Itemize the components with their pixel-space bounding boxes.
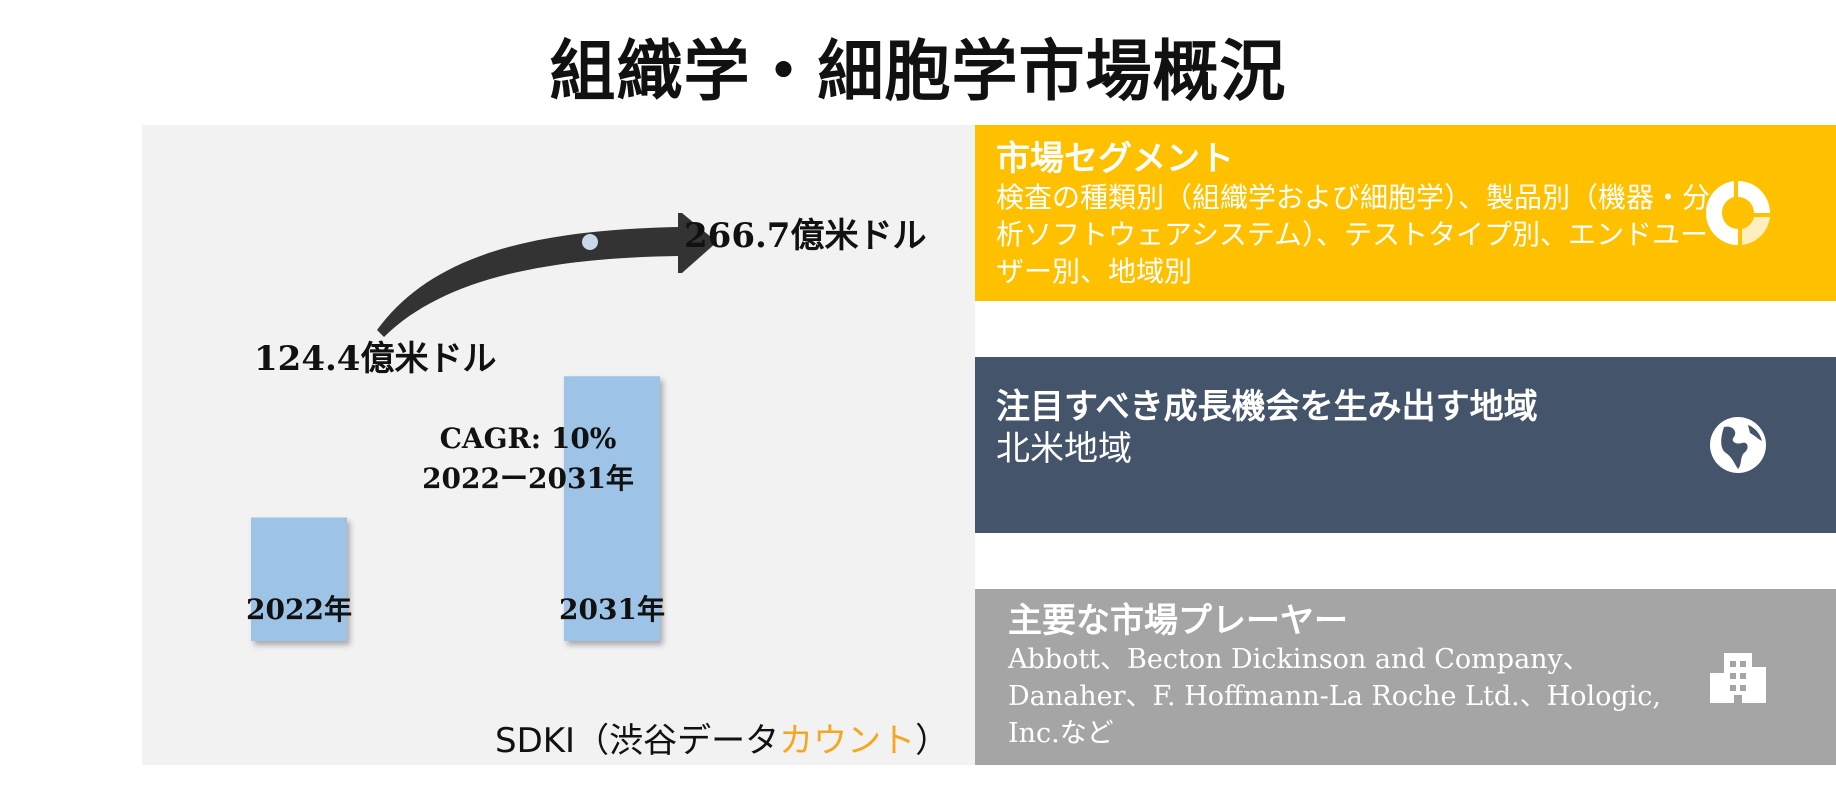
page-title: 組織学・細胞学市場概況	[549, 32, 1287, 110]
category-label-2031: 2031年	[559, 593, 665, 626]
players-title: 主要な市場プレーヤー	[1008, 601, 1348, 641]
value-label-2031: 266.7億米ドル	[684, 216, 926, 256]
segments-text: 検査の種類別（組織学および細胞学）、製品別（機器・分析ソフトウェアシステム）、テ…	[996, 181, 1711, 288]
growth-region-box: 注目すべき成長機会を生み出す地域 北米地域	[975, 357, 1836, 533]
growth-arrow	[377, 213, 717, 337]
source-credit: SDKI（渋谷データカウント）	[495, 713, 949, 762]
arrow-dot	[582, 234, 598, 250]
value-label-2022: 124.4億米ドル	[254, 339, 496, 379]
cagr-label: CAGR: 10%	[440, 422, 617, 455]
market-segments-box: 市場セグメント 検査の種類別（組織学および細胞学）、製品別（機器・分析ソフトウェ…	[975, 125, 1836, 301]
region-title: 注目すべき成長機会を生み出す地域	[996, 387, 1538, 427]
players-text: Abbott、Becton Dickinson and Company、Dana…	[1008, 644, 1662, 749]
building-icon	[1710, 653, 1766, 703]
source-suffix: ）	[915, 721, 950, 761]
cagr-period-label: 2022ー2031年	[422, 462, 634, 495]
segments-title: 市場セグメント	[996, 139, 1234, 179]
globe-icon	[1710, 417, 1766, 473]
region-text: 北米地域	[996, 429, 1132, 469]
market-size-chart: 2022年 2031年 124.4億米ドル 266.7億米ドル CAGR: 10%…	[246, 213, 926, 641]
key-players-box: 主要な市場プレーヤー Abbott、Becton Dickinson and C…	[975, 589, 1836, 765]
chart-panel: 2022年 2031年 124.4億米ドル 266.7億米ドル CAGR: 10%…	[142, 125, 975, 765]
source-accent: カウント	[779, 721, 916, 761]
bar-2022	[251, 517, 347, 641]
donut-chart-icon	[1705, 181, 1770, 245]
bar-2031	[564, 376, 660, 641]
source-prefix: SDKI（渋谷データ	[495, 721, 780, 761]
category-label-2022: 2022年	[246, 593, 352, 626]
